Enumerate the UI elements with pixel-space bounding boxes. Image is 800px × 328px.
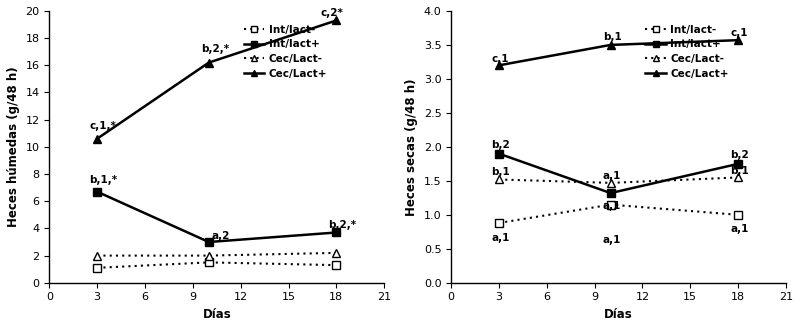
Text: a,2: a,2 xyxy=(212,231,230,241)
Y-axis label: Heces húmedas (g/48 h): Heces húmedas (g/48 h) xyxy=(7,67,20,227)
Text: b,2: b,2 xyxy=(730,151,749,160)
X-axis label: Días: Días xyxy=(604,308,633,321)
Text: a,1: a,1 xyxy=(730,224,749,234)
Text: c,1: c,1 xyxy=(730,28,748,38)
Legend: Int/lact-, Int/lact+, Cec/Lact-, Cec/Lact+: Int/lact-, Int/lact+, Cec/Lact-, Cec/Lac… xyxy=(646,25,729,79)
Text: b,1: b,1 xyxy=(730,166,749,176)
Text: c,2*: c,2* xyxy=(321,8,343,18)
X-axis label: Días: Días xyxy=(202,308,231,321)
Text: b,2,*: b,2,* xyxy=(328,220,357,230)
Text: a,1: a,1 xyxy=(602,201,621,212)
Text: a,1: a,1 xyxy=(491,233,510,243)
Text: b,1,*: b,1,* xyxy=(90,175,118,185)
Text: b,2,*: b,2,* xyxy=(201,44,229,54)
Text: b,1: b,1 xyxy=(602,31,622,42)
Text: b,1: b,1 xyxy=(491,167,510,177)
Text: c,1: c,1 xyxy=(491,54,509,64)
Y-axis label: Heces secas (g/48 h): Heces secas (g/48 h) xyxy=(405,78,418,215)
Legend: Int/lact-, Int/lact+, Cec/Lact-, Cec/Lact+: Int/lact-, Int/lact+, Cec/Lact-, Cec/Lac… xyxy=(243,25,327,79)
Text: a,1: a,1 xyxy=(602,171,621,181)
Text: a,1: a,1 xyxy=(602,236,621,245)
Text: b,2: b,2 xyxy=(491,140,510,150)
Text: c,1,*: c,1,* xyxy=(90,121,116,131)
